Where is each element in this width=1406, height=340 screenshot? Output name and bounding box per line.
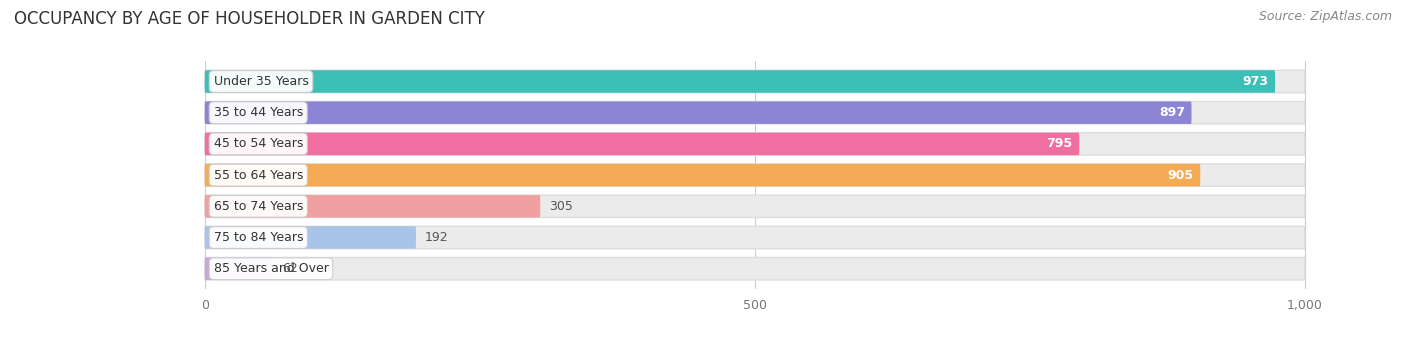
FancyBboxPatch shape bbox=[205, 70, 1305, 93]
Text: 75 to 84 Years: 75 to 84 Years bbox=[214, 231, 304, 244]
FancyBboxPatch shape bbox=[205, 195, 540, 218]
FancyBboxPatch shape bbox=[205, 195, 1305, 218]
Text: 305: 305 bbox=[550, 200, 574, 213]
Text: 973: 973 bbox=[1243, 75, 1268, 88]
Text: Source: ZipAtlas.com: Source: ZipAtlas.com bbox=[1258, 10, 1392, 23]
Text: 905: 905 bbox=[1167, 169, 1194, 182]
FancyBboxPatch shape bbox=[205, 70, 1275, 93]
FancyBboxPatch shape bbox=[205, 164, 1201, 186]
Text: 62: 62 bbox=[281, 262, 298, 275]
Text: OCCUPANCY BY AGE OF HOUSEHOLDER IN GARDEN CITY: OCCUPANCY BY AGE OF HOUSEHOLDER IN GARDE… bbox=[14, 10, 485, 28]
Text: 45 to 54 Years: 45 to 54 Years bbox=[214, 137, 302, 150]
FancyBboxPatch shape bbox=[205, 133, 1080, 155]
Text: 65 to 74 Years: 65 to 74 Years bbox=[214, 200, 302, 213]
FancyBboxPatch shape bbox=[205, 226, 1305, 249]
FancyBboxPatch shape bbox=[205, 257, 273, 280]
FancyBboxPatch shape bbox=[205, 133, 1305, 155]
Text: 192: 192 bbox=[425, 231, 449, 244]
FancyBboxPatch shape bbox=[205, 164, 1305, 186]
FancyBboxPatch shape bbox=[205, 101, 1305, 124]
Text: 35 to 44 Years: 35 to 44 Years bbox=[214, 106, 302, 119]
Text: 795: 795 bbox=[1046, 137, 1073, 150]
Text: 897: 897 bbox=[1159, 106, 1185, 119]
Text: 55 to 64 Years: 55 to 64 Years bbox=[214, 169, 302, 182]
Text: 85 Years and Over: 85 Years and Over bbox=[214, 262, 329, 275]
FancyBboxPatch shape bbox=[205, 101, 1191, 124]
FancyBboxPatch shape bbox=[205, 226, 416, 249]
FancyBboxPatch shape bbox=[205, 257, 1305, 280]
Text: Under 35 Years: Under 35 Years bbox=[214, 75, 308, 88]
